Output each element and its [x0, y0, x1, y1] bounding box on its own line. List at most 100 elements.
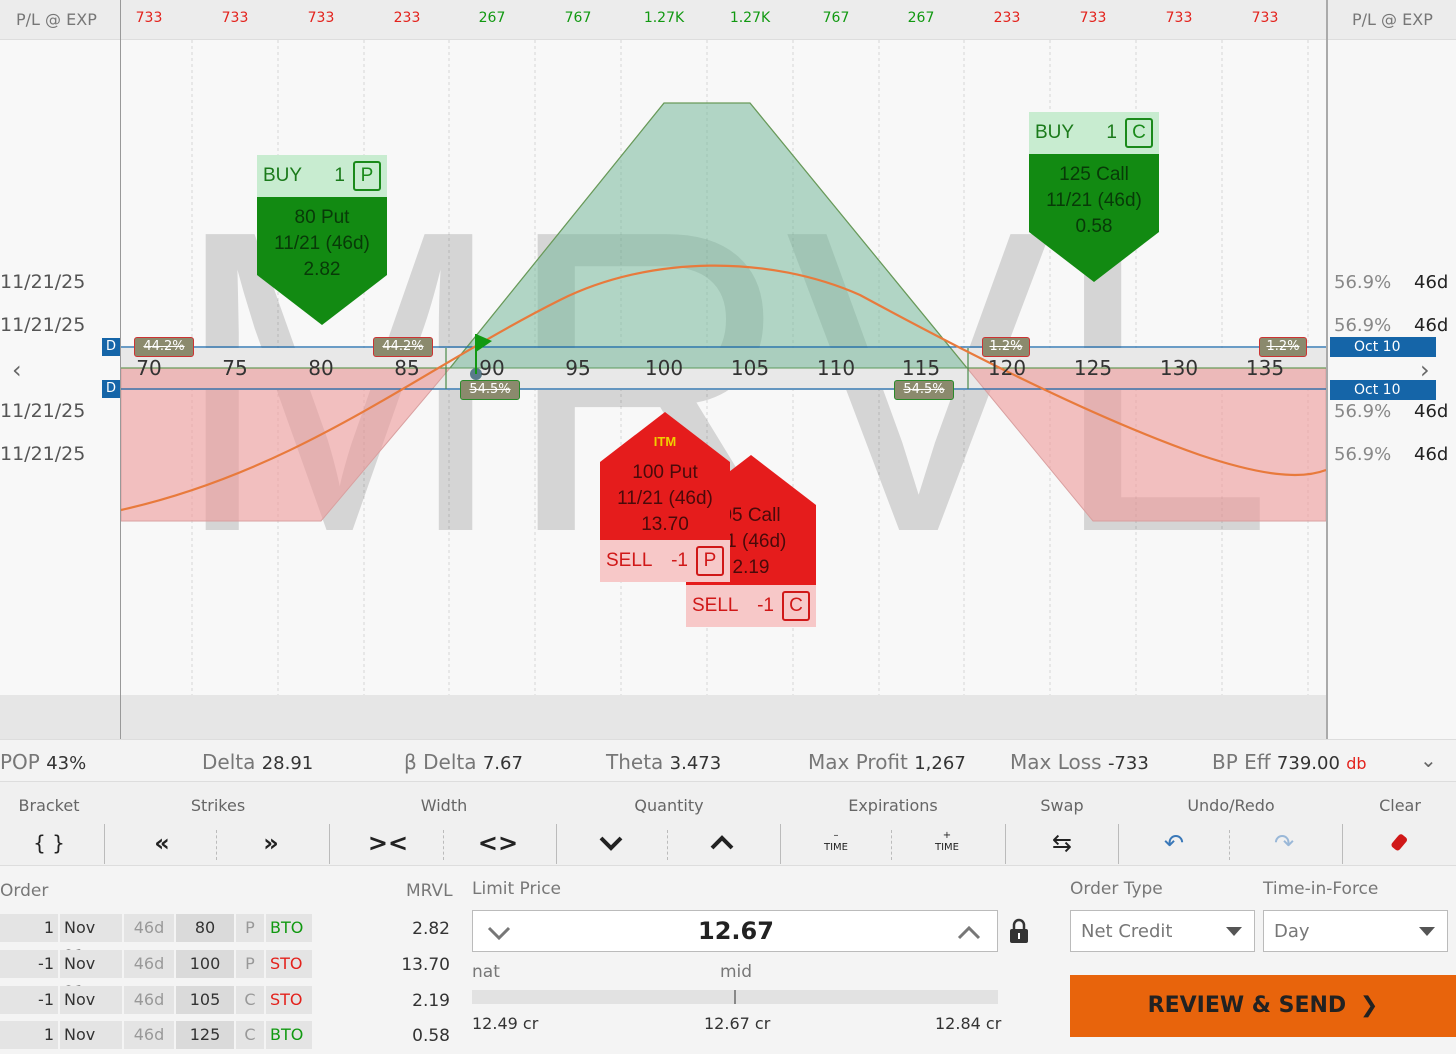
- nat-label: nat: [472, 962, 500, 982]
- time-label: TIME: [823, 842, 848, 853]
- strike-label[interactable]: 85: [394, 356, 420, 380]
- leg-action: STO: [266, 950, 312, 978]
- stat-label: Max Profit: [808, 750, 908, 774]
- toolbar-label: Clear: [1379, 796, 1421, 815]
- buy-put-card[interactable]: BUY 1 P 80 Put 11/21 (46d) 2.82: [257, 155, 387, 325]
- toolbar-label: Bracket: [18, 796, 80, 815]
- leg-type: P: [236, 950, 264, 978]
- delta-tag-top[interactable]: D: [102, 338, 120, 356]
- expiration-date-label: 11/21/25: [0, 271, 86, 293]
- probability-badge: 44.2%: [134, 337, 194, 357]
- strike-label[interactable]: 90: [479, 356, 505, 380]
- order-header: Order: [0, 881, 49, 901]
- stat-value: 739.00: [1276, 753, 1340, 774]
- swap-icon[interactable]: ⇆: [1051, 829, 1073, 857]
- probability-badge: 44.2%: [373, 337, 433, 357]
- pl-value: 1.27K: [643, 10, 685, 26]
- stat-value: -733: [1107, 753, 1149, 774]
- expiration-date-label: 11/21/25: [0, 443, 86, 465]
- delta-tag-bottom[interactable]: D: [102, 380, 120, 398]
- order-type-select[interactable]: Net Credit: [1070, 910, 1255, 952]
- bracket-button[interactable]: { }: [33, 831, 65, 855]
- quantity-up-button[interactable]: [692, 826, 752, 860]
- strike-label[interactable]: 130: [1159, 356, 1199, 380]
- pl-value: 1.27K: [729, 10, 771, 26]
- date-tag-top[interactable]: Oct 10: [1330, 337, 1436, 357]
- stat-max-profit: Max Profit 1,267: [808, 750, 966, 774]
- strike-label[interactable]: 125: [1073, 356, 1113, 380]
- scroll-left-icon[interactable]: ‹: [12, 356, 22, 384]
- strike-label[interactable]: 100: [644, 356, 684, 380]
- expand-chevron-icon[interactable]: ⌄: [1420, 748, 1437, 772]
- card-line: 100 Put: [632, 462, 698, 483]
- iv-label: 56.9%: [1334, 315, 1392, 336]
- strike-label[interactable]: 115: [901, 356, 941, 380]
- expiration-date-label: 11/21/25: [0, 314, 86, 336]
- price-slider[interactable]: [472, 990, 998, 1004]
- stat-suffix: db: [1346, 754, 1367, 773]
- strikes-down-button[interactable]: «: [154, 829, 170, 857]
- strike-label[interactable]: 105: [730, 356, 770, 380]
- width-wide-button[interactable]: <>: [477, 829, 519, 857]
- undo-icon[interactable]: ↶: [1163, 829, 1185, 857]
- stat-bp-effect: BP Eff 739.00 db: [1212, 750, 1367, 774]
- tif-select[interactable]: Day: [1263, 910, 1448, 952]
- leg-dte: 46d: [124, 1021, 174, 1049]
- strike-label[interactable]: 80: [308, 356, 334, 380]
- leg-dte: 46d: [124, 986, 174, 1014]
- pl-at-expiration-bar: P/L @ EXP P/L @ EXP 733 733 733 233 267 …: [0, 0, 1456, 40]
- width-narrow-button[interactable]: ><: [367, 829, 409, 857]
- pl-value: 233: [993, 10, 1021, 26]
- price-down-chevron-icon[interactable]: [487, 919, 511, 947]
- strike-label[interactable]: 120: [987, 356, 1027, 380]
- pl-title-left: P/L @ EXP: [16, 10, 97, 29]
- date-tag-bottom[interactable]: Oct 10: [1330, 380, 1436, 400]
- slider-mid-marker[interactable]: [734, 990, 736, 1004]
- strike-label[interactable]: 135: [1245, 356, 1285, 380]
- strike-label[interactable]: 95: [565, 356, 591, 380]
- days-label: 46d: [1414, 401, 1449, 422]
- strike-label[interactable]: 110: [816, 356, 856, 380]
- pl-title-right: P/L @ EXP: [1352, 10, 1433, 29]
- leg-strike: 125: [176, 1021, 234, 1049]
- strike-label[interactable]: 70: [136, 356, 162, 380]
- stat-label: Theta: [606, 750, 664, 774]
- probability-badge: 54.5%: [894, 380, 954, 400]
- mid-label: mid: [720, 962, 753, 982]
- card-line: 0.58: [1075, 216, 1113, 237]
- time-plus-button[interactable]: + TIME: [934, 830, 959, 853]
- scroll-right-icon[interactable]: ›: [1420, 356, 1430, 384]
- leg-qty: -1: [0, 986, 58, 1014]
- days-label: 46d: [1414, 444, 1449, 465]
- lock-icon[interactable]: [1008, 918, 1030, 948]
- strike-label[interactable]: 75: [222, 356, 248, 380]
- mid-price: 12.67 cr: [704, 1014, 771, 1033]
- leg-qty: 1: [0, 1021, 58, 1049]
- leg-strike: 80: [176, 914, 234, 942]
- pl-value: 267: [478, 10, 506, 26]
- redo-icon[interactable]: ↷: [1273, 829, 1295, 857]
- review-send-button[interactable]: REVIEW & SEND ❯: [1070, 975, 1456, 1037]
- option-type-badge: P: [696, 546, 724, 576]
- card-line: 05 Call: [721, 505, 781, 526]
- time-minus-button[interactable]: – TIME: [823, 830, 848, 853]
- strikes-up-button[interactable]: »: [263, 829, 279, 857]
- pl-value: 733: [135, 10, 163, 26]
- order-type-value: Net Credit: [1081, 921, 1173, 942]
- quantity-down-button[interactable]: [581, 826, 641, 860]
- option-type-badge: C: [782, 591, 810, 621]
- right-axis-line: [1326, 0, 1328, 739]
- days-label: 46d: [1414, 272, 1449, 293]
- card-qty: 1: [334, 165, 345, 186]
- limit-price-input[interactable]: 12.67: [472, 910, 998, 952]
- iv-label: 56.9%: [1334, 444, 1392, 465]
- leg-qty: 1: [0, 914, 58, 942]
- nat-price-high: 12.84 cr: [935, 1014, 1002, 1033]
- stat-beta-delta: β Delta 7.67: [404, 750, 523, 774]
- review-send-label: REVIEW & SEND: [1147, 993, 1347, 1018]
- price-up-chevron-icon[interactable]: [957, 919, 981, 947]
- clear-eraser-icon[interactable]: [1370, 826, 1430, 860]
- buy-call-card[interactable]: BUY 1 C 125 Call 11/21 (46d) 0.58: [1029, 112, 1159, 282]
- leg-exp: Nov 21: [60, 986, 122, 1037]
- pl-value: 233: [393, 10, 421, 26]
